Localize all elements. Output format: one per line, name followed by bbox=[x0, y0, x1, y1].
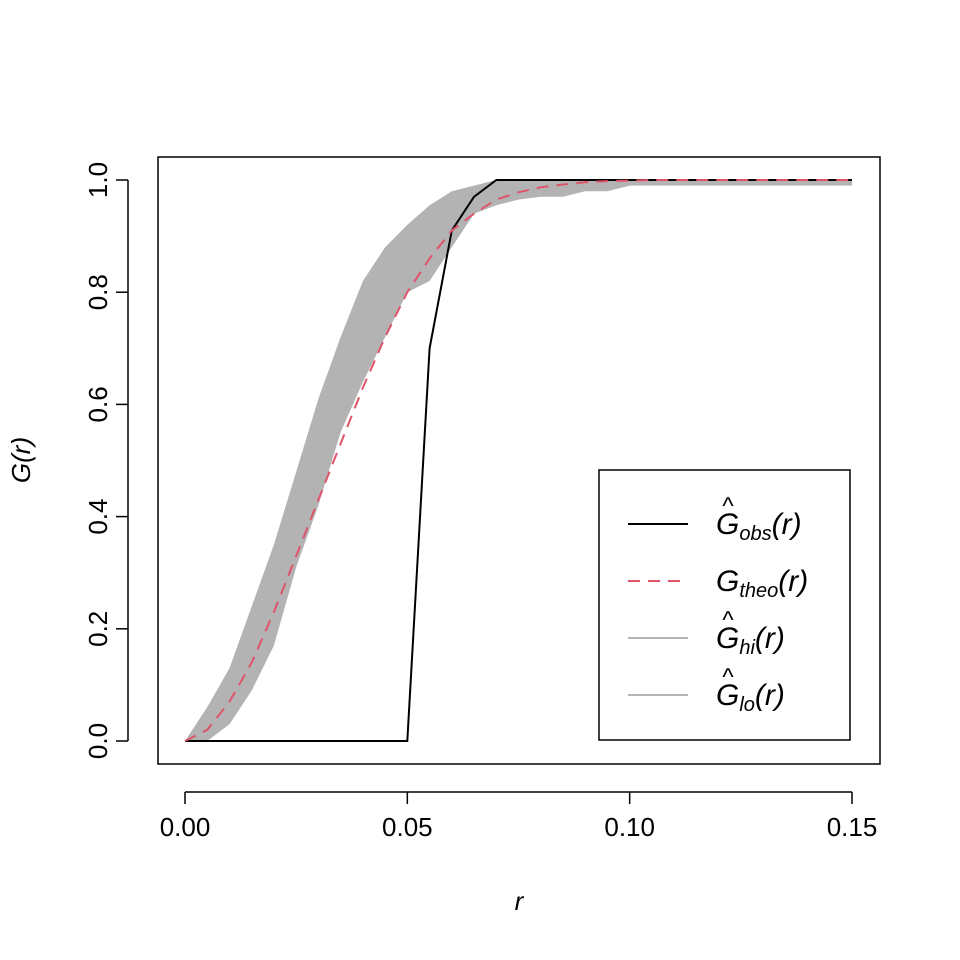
y-axis-title: G(r) bbox=[6, 437, 36, 483]
y-tick-label: 0.8 bbox=[83, 274, 113, 310]
envelope-band-layer bbox=[185, 180, 852, 741]
legend-hat-hi: ^ bbox=[722, 607, 734, 634]
series-line-theo bbox=[184, 179, 852, 742]
legend-label-obs: Gobs(r) bbox=[716, 508, 802, 545]
legend-label-theo: Gtheo(r) bbox=[716, 565, 808, 602]
x-tick-label: 0.10 bbox=[604, 812, 655, 842]
series-lines-layer bbox=[184, 179, 852, 742]
legend-hat-lo: ^ bbox=[722, 664, 734, 691]
y-tick-label: 0.2 bbox=[83, 611, 113, 647]
x-axis: 0.00 0.05 0.10 0.15 bbox=[160, 791, 878, 842]
legend-label-hi: Ghi(r) bbox=[716, 622, 785, 659]
y-tick-label: 0.6 bbox=[83, 386, 113, 422]
x-axis-title: r bbox=[515, 886, 525, 916]
legend-label-lo: Glo(r) bbox=[716, 679, 785, 716]
legend: Gobs(r)^Gtheo(r)Ghi(r)^Glo(r)^ bbox=[598, 469, 851, 741]
y-axis: 0.0 0.2 0.4 0.6 0.8 1.0 bbox=[83, 162, 129, 759]
legend-hat-obs: ^ bbox=[722, 493, 734, 520]
y-tick-label: 0.4 bbox=[83, 499, 113, 535]
y-tick-label: 0.0 bbox=[83, 723, 113, 759]
envelope-band bbox=[185, 180, 852, 741]
plot-frame bbox=[157, 156, 881, 765]
x-tick-label: 0.05 bbox=[382, 812, 433, 842]
x-tick-label: 0.00 bbox=[160, 812, 211, 842]
x-tick-label: 0.15 bbox=[827, 812, 878, 842]
y-tick-label: 1.0 bbox=[83, 162, 113, 198]
